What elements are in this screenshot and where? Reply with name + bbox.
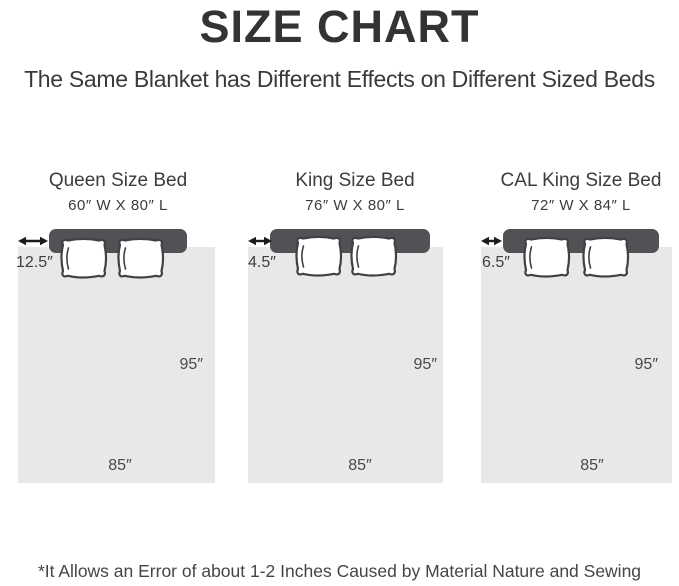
overhang-arrow-icon [248,236,272,246]
blanket-length-label: 95″ [413,356,437,373]
headboard-shape [270,229,430,253]
pillow-right [117,237,165,279]
blanket-shape [481,247,672,483]
blanket-shape [18,247,215,483]
bed-dimensions-cal-king: 72″ W X 84″ L [531,197,631,214]
pillow-left [295,235,343,277]
overhang-label: 4.5″ [248,254,276,271]
pillow-left [60,237,108,279]
bed-title-king: King Size Bed [295,170,415,191]
blanket-length-label: 95″ [634,356,658,373]
overhang-arrow-icon [481,236,502,246]
blanket-shape [248,247,443,483]
overhang-label: 12.5″ [16,254,53,271]
bed-diagram-king [248,229,443,483]
bed-title-queen: Queen Size Bed [48,170,188,191]
bed-diagram-queen [18,229,215,483]
pillow-left [523,236,571,278]
blanket-width-label: 85″ [348,457,372,474]
blanket-length-label: 95″ [179,356,203,373]
bed-dimensions-queen: 60″ W X 80″ L [68,197,168,214]
page-title: SIZE CHART [199,1,480,52]
page-subtitle: The Same Blanket has Different Effects o… [24,66,655,92]
bed-title-cal-king: CAL King Size Bed [500,170,662,191]
bed-dimensions-king: 76″ W X 80″ L [305,197,405,214]
overhang-label: 6.5″ [482,254,510,271]
pillow-right [350,235,398,277]
pillow-right [582,236,630,278]
bed-diagram-cal-king [481,229,672,483]
blanket-width-label: 85″ [580,457,604,474]
blanket-width-label: 85″ [108,457,132,474]
overhang-arrow-icon [18,236,48,246]
footer-note: *It Allows an Error of about 1-2 Inches … [37,561,642,581]
